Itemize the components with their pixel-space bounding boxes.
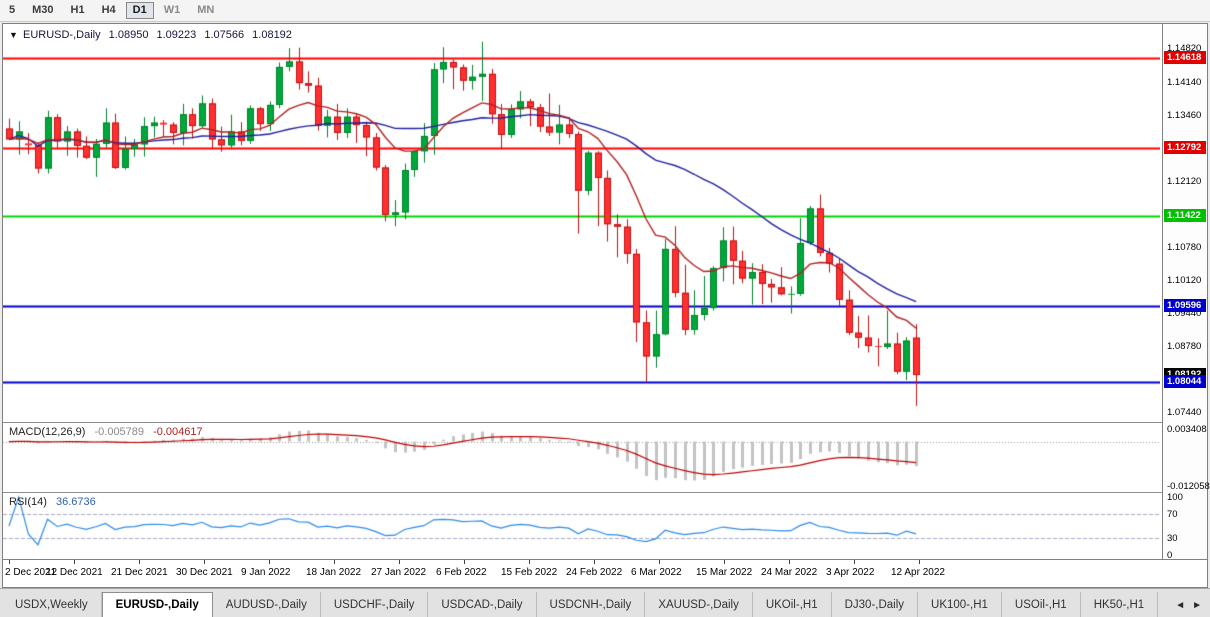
price-badge: 1.12792 (1164, 141, 1206, 154)
rsi-name: RSI(14) (9, 496, 47, 508)
timeframe-button-h1[interactable]: H1 (70, 4, 85, 16)
price-axis-label: 1.14140 (1167, 77, 1202, 88)
tab-hk50-h1[interactable]: HK50-,H1 (1081, 592, 1159, 617)
rsi-axis-label: 70 (1167, 509, 1178, 520)
time-axis-label: 9 Jan 2022 (241, 567, 291, 578)
tab-usdchf-daily[interactable]: USDCHF-,Daily (321, 592, 429, 617)
chart-close-value: 1.08192 (252, 29, 292, 41)
price-badge: 1.08044 (1164, 375, 1206, 388)
price-axis[interactable]: 1.14820 1.14140 1.13460 1.12120 1.10780 1.101… (1162, 24, 1210, 561)
timeframe-button-m30[interactable]: M30 (32, 4, 54, 16)
macd-axis-label: 0.003408 (1167, 424, 1207, 435)
rsi-axis-label: 100 (1167, 492, 1183, 503)
time-axis-label: 30 Dec 2021 (176, 567, 233, 578)
price-axis-label: 1.10780 (1167, 242, 1202, 253)
time-axis-tick (204, 560, 205, 564)
time-axis-tick (529, 560, 530, 564)
macd-indicator-label: MACD(12,26,9) -0.005789 -0.004617 (9, 426, 203, 438)
timeframe-button-d1[interactable]: D1 (125, 2, 154, 19)
price-axis-label: 1.12120 (1167, 176, 1202, 187)
macd-value: -0.005789 (94, 426, 145, 438)
chart-open-value: 1.08950 (108, 29, 149, 41)
tabs-scroll-right-icon[interactable]: ► (1192, 600, 1202, 611)
time-axis-label: 6 Mar 2022 (631, 567, 682, 578)
time-axis-tick (139, 560, 140, 564)
macd-axis-label: -0.012058 (1167, 481, 1210, 492)
time-axis-tick (269, 560, 270, 564)
time-axis-tick (594, 560, 595, 564)
chart-high-value: 1.09223 (156, 29, 197, 41)
time-axis-label: 24 Feb 2022 (566, 567, 623, 578)
time-axis-tick (334, 560, 335, 564)
time-axis-label: 24 Mar 2022 (761, 567, 818, 578)
price-axis-label: 1.14820 (1167, 43, 1202, 54)
timeframe-button-5[interactable]: 5 (9, 4, 16, 16)
panel-divider[interactable] (3, 422, 1207, 423)
chart-low-value: 1.07566 (204, 29, 245, 41)
chart-collapse-icon[interactable]: ▼ (9, 30, 18, 40)
time-axis-label: 6 Feb 2022 (436, 567, 487, 578)
price-axis-label: 1.09440 (1167, 308, 1202, 319)
price-axis-label: 1.08780 (1167, 341, 1202, 352)
timeframe-toolbar: 5 M30 H1 H4 D1 W1 MN (0, 0, 1210, 22)
rsi-indicator-label: RSI(14) 36.6736 (9, 496, 96, 508)
time-axis-tick (919, 560, 920, 564)
time-axis-label: 21 Dec 2021 (111, 567, 168, 578)
rsi-axis-label: 0 (1167, 550, 1173, 561)
tab-eurusd-daily[interactable]: EURUSD-,Daily (101, 592, 213, 617)
time-axis-tick (659, 560, 660, 564)
tab-uk100-h1[interactable]: UK100-,H1 (918, 592, 1002, 617)
tab-usoil-h1[interactable]: USOil-,H1 (1002, 592, 1081, 617)
price-badge: 1.14618 (1164, 51, 1206, 64)
chart-window: ▼ EURUSD-,Daily 1.08950 1.09223 1.07566 … (2, 23, 1210, 588)
time-axis-tick (74, 560, 75, 564)
tab-usdcad-daily[interactable]: USDCAD-,Daily (428, 592, 537, 617)
tabs-scroll-left-icon[interactable]: ◄ (1175, 600, 1186, 611)
chart-title: ▼ EURUSD-,Daily 1.08950 1.09223 1.07566 … (9, 29, 292, 41)
tab-usdcnh-daily[interactable]: USDCNH-,Daily (537, 592, 646, 617)
time-axis-label: 2 Dec 2021 (5, 567, 57, 578)
macd-canvas[interactable] (3, 423, 1160, 492)
tab-usdx-weekly[interactable]: USDX,Weekly (2, 592, 102, 617)
timeframe-button-mn[interactable]: MN (197, 4, 215, 16)
time-axis-tick (399, 560, 400, 564)
time-axis-tick (724, 560, 725, 564)
timeframe-button-w1[interactable]: W1 (163, 4, 181, 16)
price-axis-label: 1.10120 (1167, 275, 1202, 286)
time-axis-label: 3 Apr 2022 (826, 567, 875, 578)
timeframe-button-h4[interactable]: H4 (101, 4, 116, 16)
time-axis-label: 15 Feb 2022 (501, 567, 558, 578)
tab-xauusd-daily[interactable]: XAUUSD-,Daily (645, 592, 753, 617)
rsi-axis-label: 30 (1167, 533, 1178, 544)
rsi-canvas[interactable] (3, 493, 1160, 559)
time-axis-tick (854, 560, 855, 564)
symbol-tabbar: USDX,Weekly EURUSD-,Daily AUDUSD-,Daily USD… (0, 588, 1210, 617)
price-axis-label: 1.13460 (1167, 110, 1202, 121)
time-axis-label: 27 Jan 2022 (371, 567, 427, 578)
macd-signal-value: -0.004617 (153, 426, 203, 438)
time-axis-label: 15 Mar 2022 (696, 567, 753, 578)
time-axis[interactable]: 2 Dec 2021 12 Dec 2021 21 Dec 2021 30 Dec 2… (3, 559, 1207, 587)
macd-name: MACD(12,26,9) (9, 426, 86, 438)
time-axis-label: 18 Jan 2022 (306, 567, 362, 578)
tab-audusd-daily[interactable]: AUDUSD-,Daily (213, 592, 321, 617)
time-axis-tick (9, 560, 10, 564)
price-badge: 1.09596 (1164, 299, 1206, 312)
time-axis-tick (464, 560, 465, 564)
time-axis-label: 12 Apr 2022 (891, 567, 945, 578)
price-axis-label: 1.07440 (1167, 407, 1202, 418)
price-chart-canvas[interactable] (3, 24, 1160, 422)
tab-ukoil-h1[interactable]: UKOil-,H1 (753, 592, 832, 617)
rsi-value: 36.6736 (55, 496, 96, 508)
panel-divider[interactable] (3, 492, 1207, 493)
time-axis-tick (789, 560, 790, 564)
chart-title-symbol: EURUSD-,Daily (22, 29, 101, 41)
price-badge: 1.11422 (1164, 209, 1206, 222)
tab-dj30-daily[interactable]: DJ30-,Daily (832, 592, 919, 617)
time-axis-label: 12 Dec 2021 (46, 567, 103, 578)
